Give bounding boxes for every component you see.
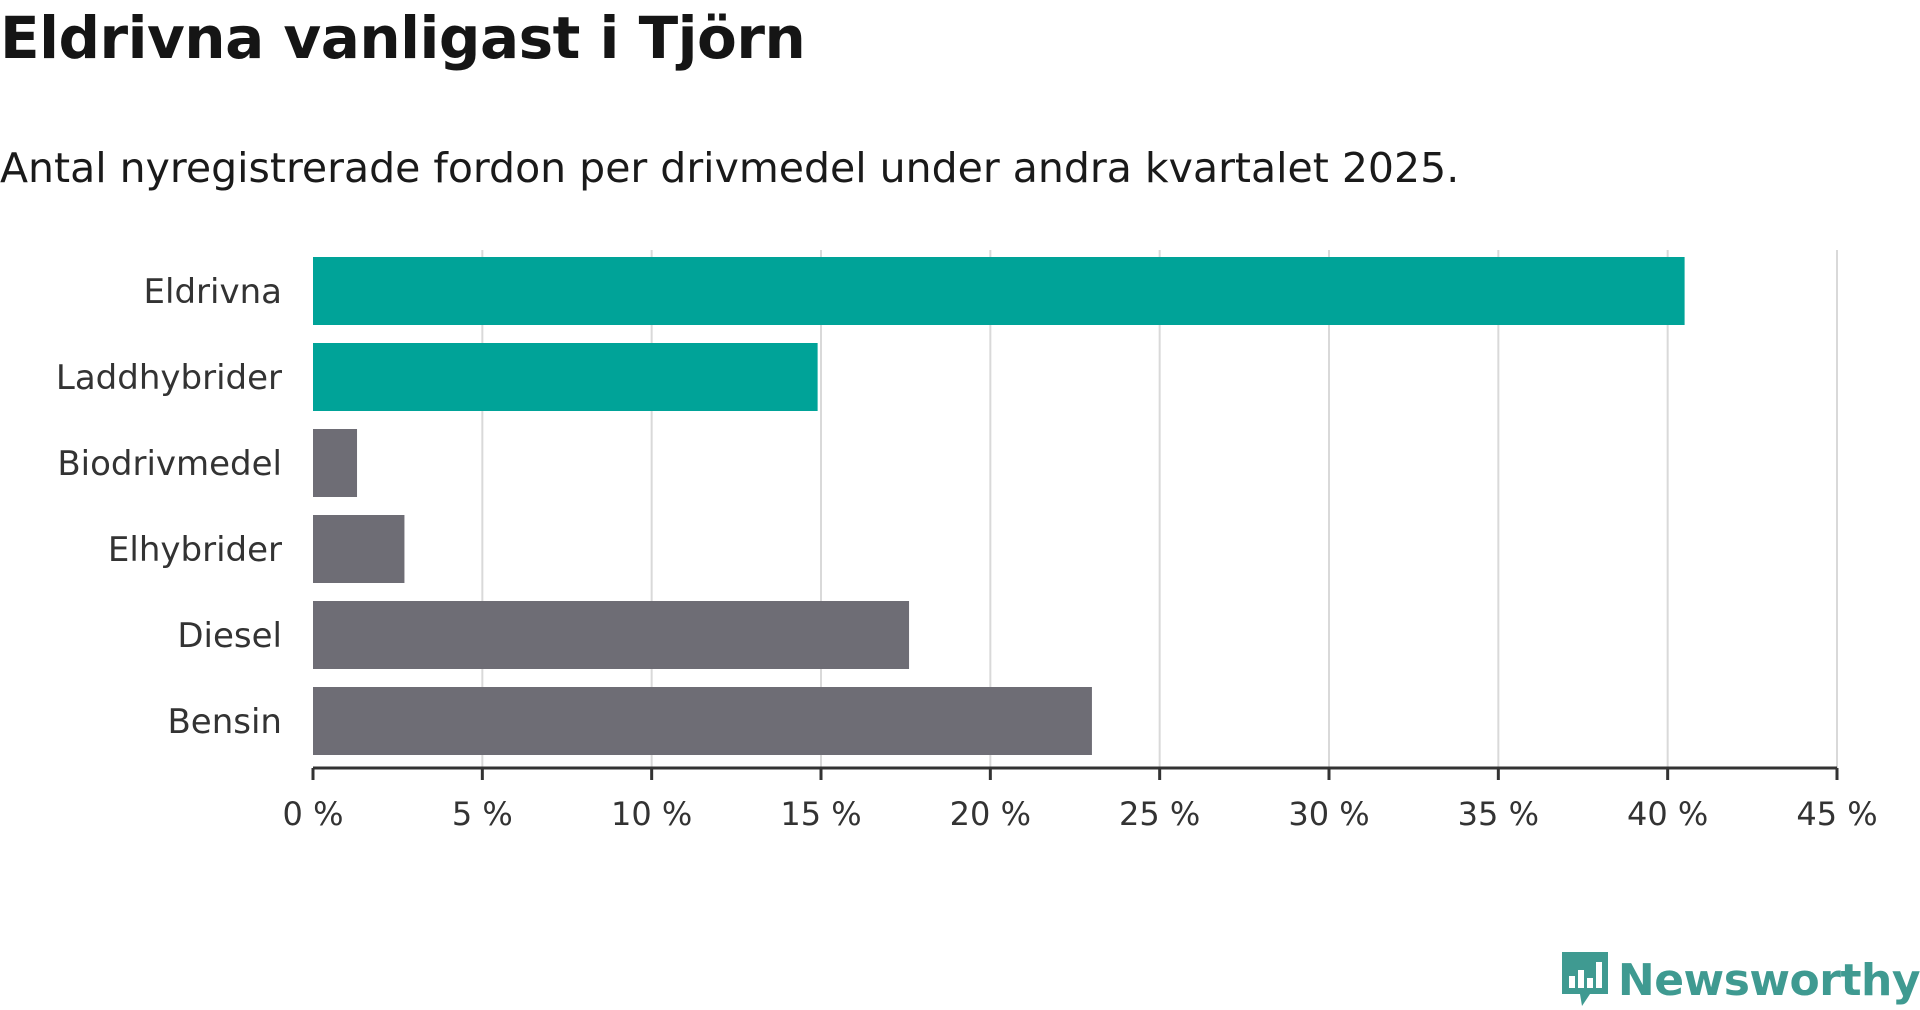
x-tick-label: 35 % (1458, 795, 1539, 833)
x-tick-label: 30 % (1288, 795, 1369, 833)
chart-subtitle: Antal nyregistrerade fordon per drivmede… (0, 144, 1460, 192)
x-tick-label: 15 % (780, 795, 861, 833)
bar (313, 429, 358, 497)
category-label: Laddhybrider (56, 358, 282, 398)
bar-chart: Eldrivna Laddhybrider Biodrivmedel Elhybrid… (56, 250, 1878, 833)
x-tick-label: 10 % (611, 795, 692, 833)
x-tick-label: 25 % (1119, 795, 1200, 833)
bar (313, 515, 405, 583)
x-tick-label: 45 % (1796, 795, 1877, 833)
newsworthy-logo-icon (1561, 952, 1608, 1006)
x-tick-label: 20 % (950, 795, 1031, 833)
newsworthy-logo: Newsworthy (1560, 950, 1920, 1010)
x-tick-label: 40 % (1627, 795, 1708, 833)
chart-title: Eldrivna vanligast i Tjörn (0, 4, 806, 72)
bars (313, 257, 1685, 755)
bar (313, 257, 1685, 325)
brand-name: Newsworthy (1617, 954, 1920, 1006)
category-label: Bensin (167, 702, 282, 742)
x-tick-label: 0 % (283, 795, 344, 833)
bar (313, 687, 1092, 755)
bar (313, 601, 910, 669)
x-axis: 0 % 5 % 10 % 15 % 20 % 25 % 30 % 35 % 40 % 45 % (283, 766, 1878, 833)
category-label: Diesel (177, 616, 282, 656)
gridlines (481, 250, 1838, 768)
x-tick-label: 5 % (452, 795, 513, 833)
category-labels: Eldrivna Laddhybrider Biodrivmedel Elhybrid… (56, 272, 282, 742)
category-label: Eldrivna (144, 272, 282, 312)
bar (313, 343, 818, 411)
category-label: Elhybrider (108, 530, 282, 570)
category-label: Biodrivmedel (57, 444, 282, 484)
